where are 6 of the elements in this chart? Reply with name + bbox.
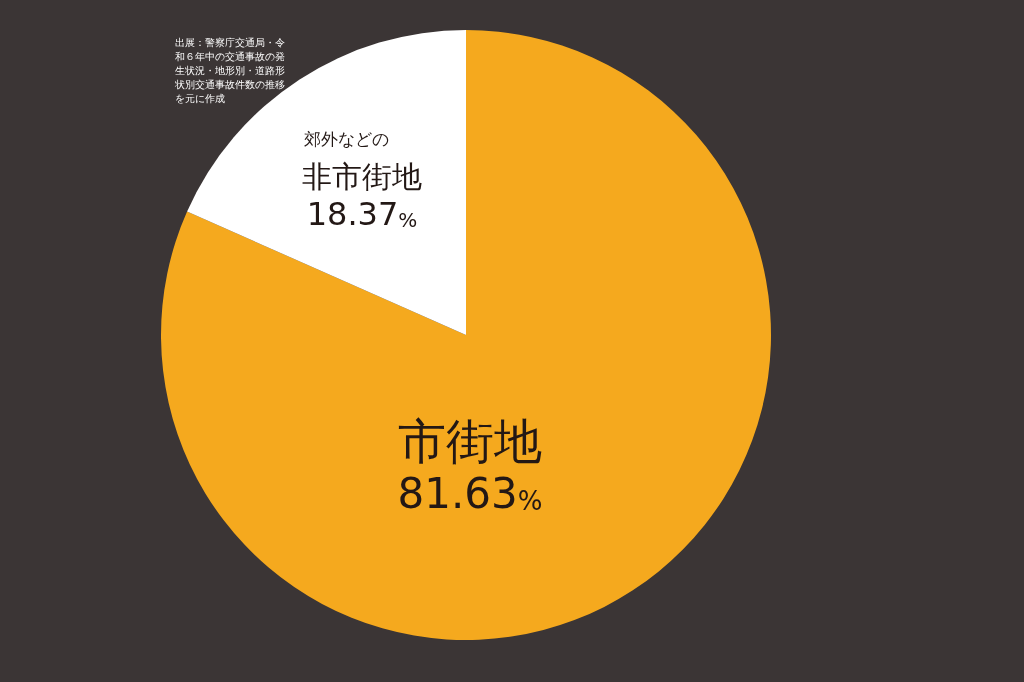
slice-label: 市街地 — [398, 413, 542, 469]
slice-label: 非市街地 — [302, 158, 422, 194]
text: 郊外などの — [304, 128, 389, 149]
text: 出展：警察庁交通局・令和６年中の交通事故の発生状況・地形別・道路形状別交通事故件数の推移を元に作成 — [174, 36, 285, 104]
data-label: 81.63% — [397, 468, 543, 518]
data-label: 18.37% — [306, 195, 418, 233]
